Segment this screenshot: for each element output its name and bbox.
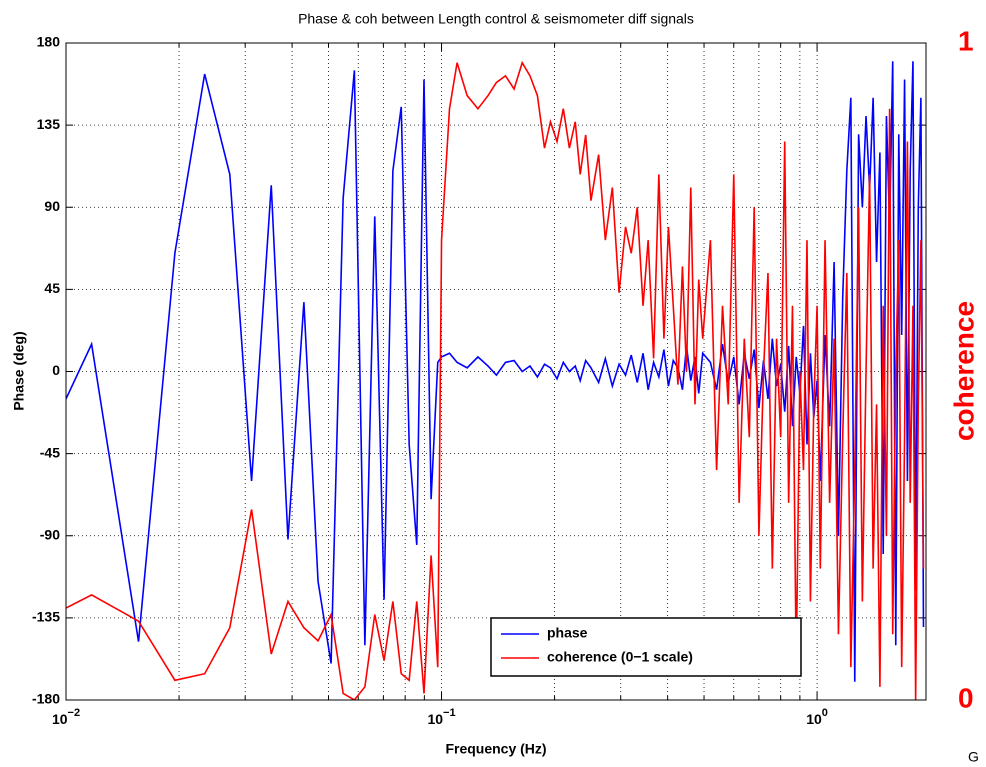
- y-tick-label: 90: [44, 198, 60, 214]
- y-axis-label: Phase (deg): [11, 331, 27, 410]
- y-tick-label: -180: [32, 691, 60, 707]
- series-line: [66, 61, 925, 682]
- series-line: [66, 60, 925, 700]
- x-tick-base: 10: [427, 711, 443, 727]
- x-tick-exponent: −1: [443, 707, 456, 719]
- x-tick-exponent: 0: [822, 707, 828, 719]
- y-tick-label: 180: [37, 34, 61, 50]
- x-tick-label: 10−2: [52, 707, 80, 727]
- legend-label: coherence (0−1 scale): [547, 649, 693, 665]
- y-tick-label: -135: [32, 609, 60, 625]
- y-tick-label: 135: [37, 116, 61, 132]
- corner-text: G: [968, 749, 979, 765]
- y-tick-label: -45: [40, 444, 60, 460]
- y-tick-label: -90: [40, 526, 60, 542]
- x-tick-exponent: −2: [68, 707, 81, 719]
- y2-axis-label: coherence: [948, 301, 979, 441]
- y2-tick-label: 0: [958, 682, 974, 713]
- x-axis-label: Frequency (Hz): [445, 741, 546, 757]
- plot-frame: [65, 42, 927, 701]
- chart-title: Phase & coh between Length control & sei…: [298, 11, 694, 27]
- x-tick-base: 10: [52, 711, 68, 727]
- y-tick-label: 0: [52, 362, 60, 378]
- legend-label: phase: [547, 625, 588, 641]
- y2-tick-label: 1: [958, 25, 974, 56]
- legend-box: [490, 617, 802, 677]
- x-tick-label: 100: [806, 707, 828, 727]
- y-tick-label: 45: [44, 280, 60, 296]
- x-tick-base: 10: [806, 711, 822, 727]
- x-tick-label: 10−1: [427, 707, 455, 727]
